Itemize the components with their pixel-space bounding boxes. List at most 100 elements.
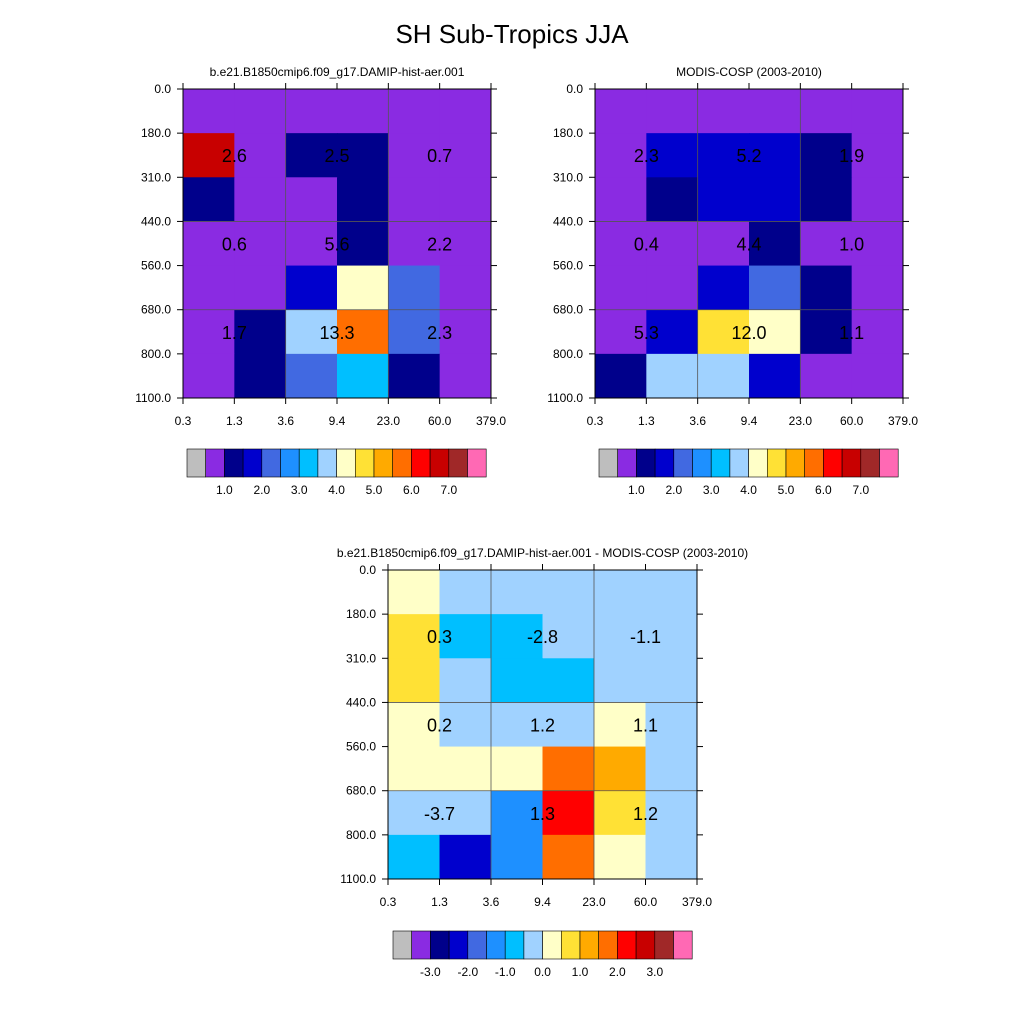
heatmap-cell	[234, 177, 287, 222]
colorbar-label: 2.0	[609, 965, 626, 979]
heatmap-cell	[491, 746, 543, 792]
colorbar-swatch	[560, 930, 581, 960]
box-value-label: 2.5	[324, 146, 349, 166]
heatmap-cell	[439, 221, 492, 267]
heatmap-cell	[645, 746, 698, 792]
heatmap-cell	[595, 221, 647, 267]
heatmap-cell	[594, 570, 646, 615]
heatmap-cell	[749, 133, 801, 178]
box-value-label: 0.3	[427, 627, 452, 647]
heatmap-cell	[285, 221, 338, 267]
y-tick-label: 0.0	[566, 82, 583, 96]
colorbar-swatch	[280, 448, 300, 478]
colorbar-swatch	[392, 930, 413, 960]
heatmap-cell	[285, 265, 338, 311]
box-value-label: 4.4	[736, 235, 761, 255]
colorbar-swatch	[523, 930, 543, 960]
box-value-label: 1.9	[839, 146, 864, 166]
x-tick-label: 23.0	[377, 414, 401, 428]
heatmap-cell	[183, 89, 235, 134]
heatmap-cell	[595, 177, 647, 222]
heatmap-cell	[749, 89, 801, 134]
heatmap-cell	[697, 265, 750, 311]
colorbar-label: 3.0	[703, 483, 720, 497]
heatmap-cell	[183, 133, 235, 178]
box-value-label: -3.7	[424, 804, 455, 824]
heatmap-cell	[439, 265, 492, 311]
y-tick-label: 440.0	[346, 695, 376, 709]
colorbar-swatch	[429, 448, 450, 478]
heatmap-cell	[645, 790, 698, 836]
colorbar-swatch	[242, 448, 263, 478]
heatmap-cell	[491, 790, 543, 836]
heatmap-cell	[645, 702, 698, 748]
heatmap-cell	[800, 177, 853, 222]
colorbar-swatch	[617, 930, 637, 960]
heatmap-cell	[388, 746, 440, 792]
x-tick-label: 1.3	[638, 414, 655, 428]
heatmap-cell	[595, 265, 647, 311]
heatmap-cell	[749, 265, 801, 311]
colorbar-swatch	[673, 448, 693, 478]
colorbar-swatch	[860, 448, 880, 478]
x-tick-label: 1.3	[431, 895, 448, 909]
colorbar-label: 6.0	[403, 483, 420, 497]
box-value-label: 0.6	[222, 235, 247, 255]
heatmap-cell	[697, 221, 750, 267]
panel-title: b.e21.B1850cmip6.f09_g17.DAMIP-hist-aer.…	[337, 546, 748, 560]
heatmap-cell	[851, 353, 904, 399]
x-tick-label: 9.4	[534, 895, 551, 909]
colorbar-label: 3.0	[291, 483, 308, 497]
heatmap-cell	[337, 133, 389, 178]
colorbar-swatch	[205, 448, 225, 478]
colorbar-label: 2.0	[253, 483, 270, 497]
panel-title: b.e21.B1850cmip6.f09_g17.DAMIP-hist-aer.…	[210, 65, 465, 79]
heatmap-cell	[388, 353, 441, 399]
heatmap-cell	[388, 309, 441, 355]
heatmap-cell	[595, 133, 647, 178]
heatmap-cell	[439, 746, 492, 792]
box-value-label: 5.3	[634, 323, 659, 343]
heatmap-cell	[234, 89, 287, 134]
y-tick-label: 180.0	[553, 126, 583, 140]
heatmap-cell	[595, 89, 647, 134]
heatmap-cell	[645, 834, 698, 880]
y-tick-label: 680.0	[141, 303, 171, 317]
heatmap-cells	[183, 89, 492, 399]
heatmap-cell	[234, 265, 287, 311]
x-tick-label: 379.0	[682, 895, 712, 909]
box-value-label: 0.4	[634, 235, 659, 255]
y-tick-label: 180.0	[346, 607, 376, 621]
heatmap-cell	[697, 177, 750, 222]
box-value-label: 1.3	[530, 804, 555, 824]
heatmap-cell	[183, 309, 235, 355]
heatmap-cell	[697, 133, 750, 178]
heatmap-cell	[594, 790, 646, 836]
heatmap-cell	[491, 834, 543, 880]
colorbar-label: 4.0	[740, 483, 757, 497]
panel-2: MODIS-COSP (2003-2010) 2.3 5.2 1.9 0.4 4.4 1.0…	[547, 65, 918, 497]
heatmap-cell	[595, 309, 647, 355]
colorbar-label: 5.0	[366, 483, 383, 497]
colorbar-swatch	[635, 930, 656, 960]
heatmap-cell	[337, 265, 389, 311]
box-value-label: 1.2	[633, 804, 658, 824]
y-tick-label: 440.0	[141, 214, 171, 228]
figure-title: SH Sub-Tropics JJA	[395, 19, 629, 49]
colorbar-label: 7.0	[852, 483, 869, 497]
heatmap-cell	[851, 89, 904, 134]
colorbar-swatch	[448, 448, 468, 478]
heatmap-cell	[183, 221, 235, 267]
colorbar-swatch	[654, 930, 674, 960]
y-tick-label: 310.0	[141, 170, 171, 184]
heatmap-cell	[800, 265, 853, 311]
heatmap-cell	[388, 790, 440, 836]
y-tick-label: 800.0	[141, 347, 171, 361]
heatmap-cell	[542, 834, 595, 880]
box-value-label: 1.1	[839, 323, 864, 343]
colorbar-swatch	[504, 930, 525, 960]
heatmap-cell	[234, 133, 287, 178]
colorbar-label: -1.0	[495, 965, 516, 979]
colorbar-swatch	[224, 448, 244, 478]
colorbar-label: 7.0	[440, 483, 457, 497]
